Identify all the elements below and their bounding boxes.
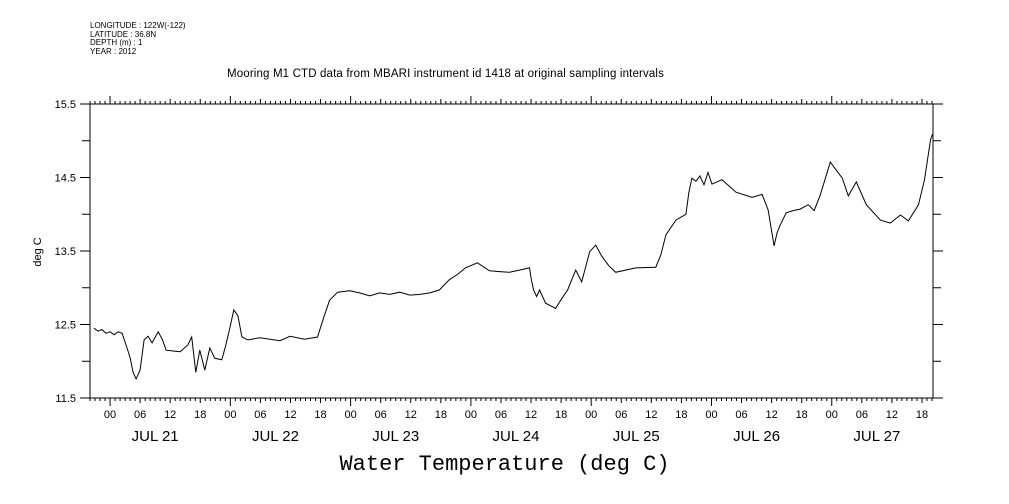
x-hour-label: 18: [916, 409, 928, 421]
x-day-label: JUL 26: [733, 428, 780, 445]
metadata-block: LONGITUDE : 122W(-122) LATITUDE : 36.8N …: [90, 21, 186, 56]
y-tick-label: 15.5: [55, 99, 76, 111]
x-hour-label: 12: [405, 409, 417, 421]
x-hour-label: 18: [555, 409, 567, 421]
y-tick-label: 13.5: [55, 246, 76, 258]
x-axis-title: Water Temperature (deg C): [339, 452, 670, 477]
x-hour-label: 06: [134, 409, 146, 421]
x-hour-label: 12: [284, 409, 296, 421]
longitude-label: LONGITUDE : 122W(-122): [90, 21, 186, 30]
x-day-label: JUL 21: [132, 428, 179, 445]
x-hour-label: 06: [615, 409, 627, 421]
depth-label: DEPTH (m) : 1: [90, 38, 143, 47]
plot-frame: [89, 103, 934, 399]
x-hour-label: 00: [585, 409, 597, 421]
year-label: YEAR : 2012: [90, 46, 137, 56]
chart-title: Mooring M1 CTD data from MBARI instrumen…: [227, 68, 665, 80]
y-axis-label: deg C: [32, 237, 44, 266]
y-tick-label: 12.5: [55, 320, 76, 332]
x-hour-label: 06: [375, 409, 387, 421]
y-tick-label: 11.5: [55, 393, 76, 405]
x-hour-label: 00: [465, 409, 477, 421]
x-hour-label: 00: [826, 409, 838, 421]
x-hour-label: 12: [525, 409, 537, 421]
x-hour-label: 12: [886, 409, 898, 421]
x-hour-label: 06: [495, 409, 507, 421]
x-day-label: JUL 27: [853, 428, 900, 445]
x-hour-label: 18: [435, 409, 447, 421]
latitude-label: LATITUDE : 36.8N: [90, 29, 157, 39]
x-hour-label: 06: [254, 409, 266, 421]
axes: [89, 103, 934, 399]
x-day-label: JUL 25: [613, 428, 660, 445]
x-hour-label: 00: [104, 409, 116, 421]
x-hour-label: 12: [765, 409, 777, 421]
tick-labels: 15.5 14.5 13.5 12.5 11.5 00 06 12 18 00 06 12 18 00 06…: [55, 99, 929, 445]
x-hour-label: 00: [705, 409, 717, 421]
x-hour-label: 12: [645, 409, 657, 421]
x-hour-label: 18: [314, 409, 326, 421]
x-hour-label: 18: [796, 409, 808, 421]
x-hour-label: 18: [194, 409, 206, 421]
x-hour-label: 00: [224, 409, 236, 421]
x-hour-label: 00: [344, 409, 356, 421]
x-day-label: JUL 23: [372, 428, 419, 445]
x-day-label: JUL 24: [493, 428, 540, 445]
x-hour-label: 18: [675, 409, 687, 421]
x-hour-label: 12: [164, 409, 176, 421]
series-line-water-temperature: [93, 133, 933, 381]
ticks: [80, 96, 943, 406]
y-tick-label: 14.5: [55, 173, 76, 185]
x-hour-label: 06: [856, 409, 868, 421]
x-hour-label: 06: [735, 409, 747, 421]
x-day-label: JUL 22: [252, 428, 299, 445]
